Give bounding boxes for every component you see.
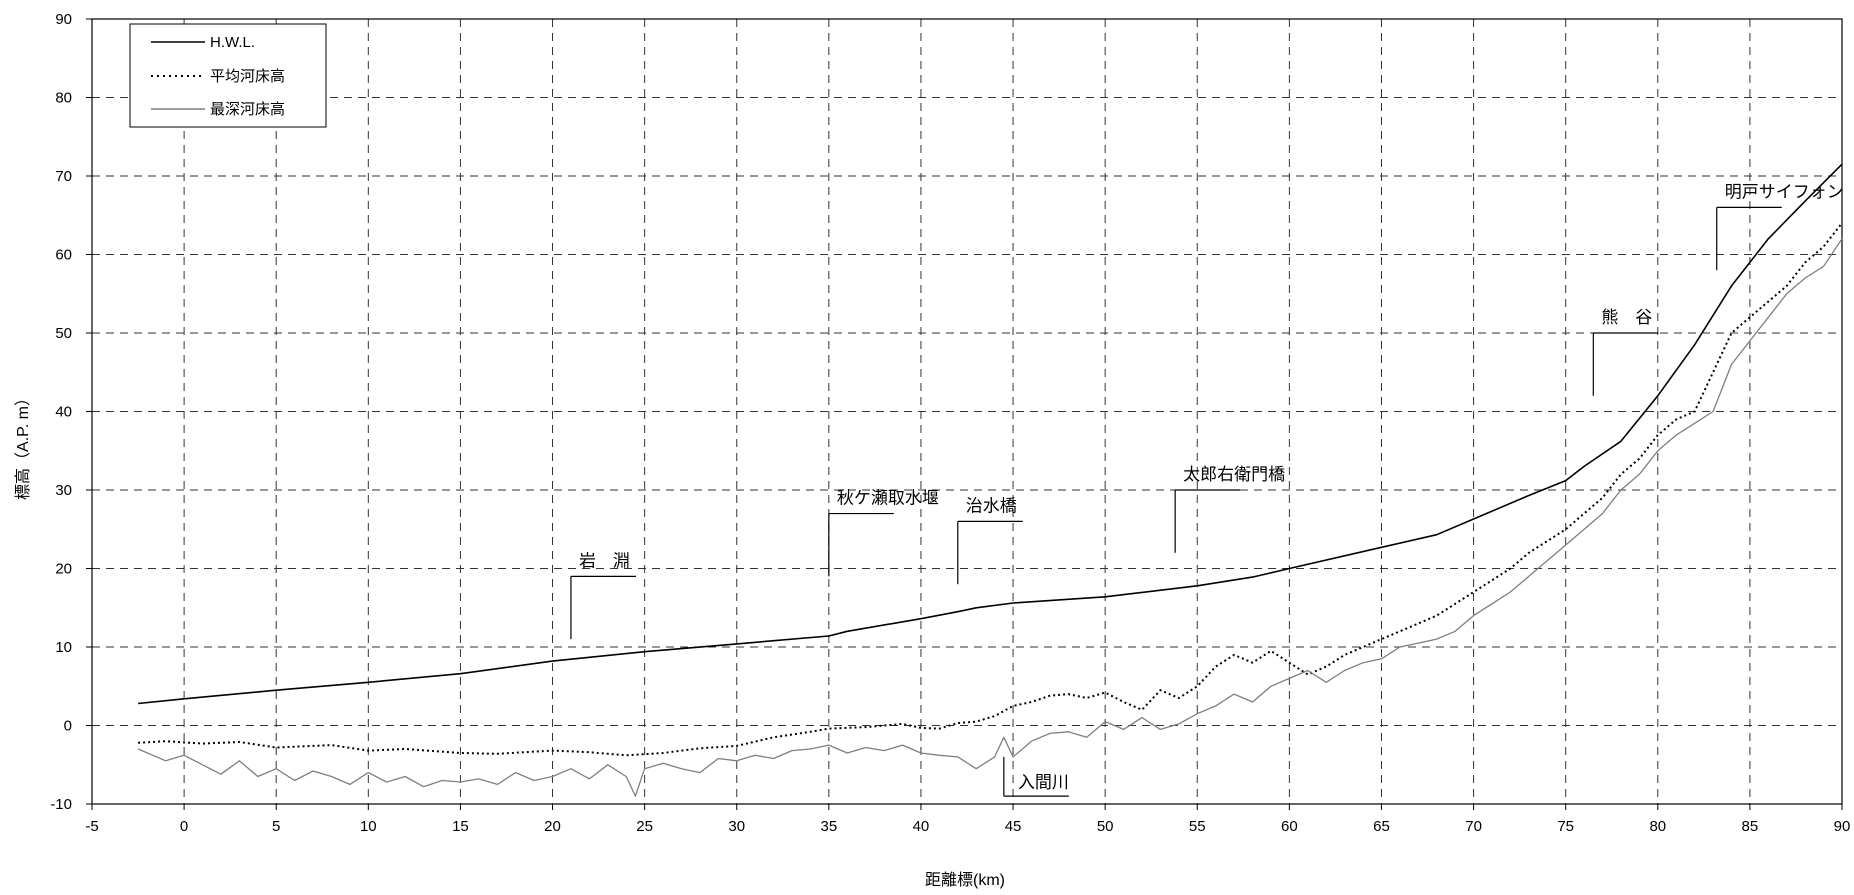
annotation-label: 入間川: [1018, 773, 1069, 792]
annotation-label: 治水橋: [966, 496, 1017, 515]
x-tick-label: 90: [1834, 818, 1851, 835]
x-tick-label: 50: [1097, 818, 1114, 835]
x-tick-label: 40: [913, 818, 930, 835]
y-tick-label: -10: [50, 796, 72, 813]
axes: -5 0 5 10 15 20 25 30 35 40 45 50 55 60 65 70 75 80 85 90 -1…: [50, 11, 1850, 835]
x-tick-label: 80: [1649, 818, 1666, 835]
x-tick-label: 45: [1005, 818, 1022, 835]
legend-label-mean-bed: 平均河床高: [210, 68, 285, 85]
annotation-label: 明戸サイフォン: [1725, 182, 1844, 201]
legend-label-deepest-bed: 最深河床高: [210, 101, 285, 118]
annotation-label: 太郎右衛門橋: [1183, 465, 1285, 484]
x-tick-label: 35: [820, 818, 837, 835]
x-axis-title: 距離標(km): [925, 871, 1005, 889]
y-tick-label: 30: [55, 482, 72, 499]
grid: [92, 19, 1842, 804]
legend-label-hwl: H.W.L.: [210, 34, 255, 51]
x-tick-label: 20: [544, 818, 561, 835]
y-tick-label: 80: [55, 90, 72, 107]
y-axis-title: 標高（A.P. m）: [14, 390, 32, 500]
annotation-label: 岩 淵: [579, 551, 630, 570]
x-tick-label: 25: [636, 818, 653, 835]
series-line-2: [137, 238, 1843, 797]
x-tick-label: 5: [272, 818, 280, 835]
x-tick-label: 15: [452, 818, 469, 835]
x-tick-label: 75: [1557, 818, 1574, 835]
legend: H.W.L. 平均河床高 最深河床高: [129, 23, 327, 128]
x-tick-label: 70: [1465, 818, 1482, 835]
x-tick-label: -5: [85, 818, 98, 835]
series-lines: [137, 163, 1843, 797]
y-tick-label: 90: [55, 11, 72, 28]
y-tick-label: 10: [55, 639, 72, 656]
y-tick-label: 0: [64, 718, 72, 735]
x-tick-label: 85: [1742, 818, 1759, 835]
y-tick-label: 60: [55, 247, 72, 264]
x-tick-label: 30: [728, 818, 745, 835]
x-tick-label: 55: [1189, 818, 1206, 835]
annotation-label: 熊 谷: [1601, 308, 1652, 327]
x-tick-label: 0: [180, 818, 188, 835]
x-tick-label: 10: [360, 818, 377, 835]
y-tick-label: 70: [55, 168, 72, 185]
y-tick-label: 50: [55, 325, 72, 342]
y-tick-label: 20: [55, 561, 72, 578]
legend-box: [129, 23, 327, 128]
x-tick-label: 60: [1281, 818, 1298, 835]
annotation-label: 秋ケ瀬取水堰: [837, 489, 939, 508]
x-tick-label: 65: [1373, 818, 1390, 835]
series-line-0: [138, 163, 1843, 705]
y-tick-label: 40: [55, 404, 72, 421]
series-line-1: [138, 222, 1843, 757]
